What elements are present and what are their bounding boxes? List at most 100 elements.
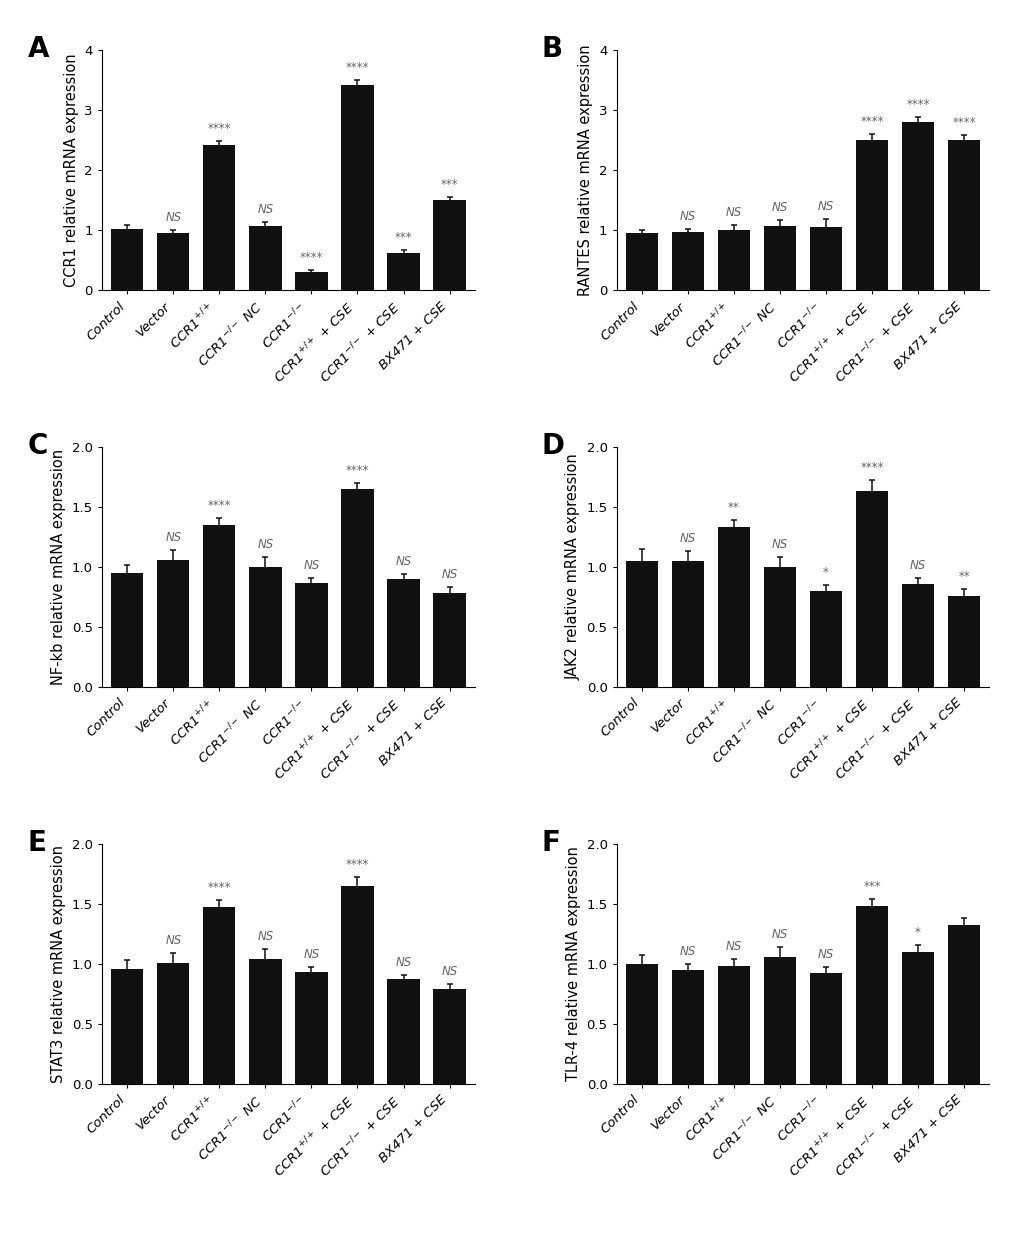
Text: NS: NS <box>817 201 834 213</box>
Bar <box>901 122 933 290</box>
Y-axis label: TLR-4 relative mRNA expression: TLR-4 relative mRNA expression <box>566 846 580 1082</box>
Text: ***: *** <box>862 880 880 893</box>
Bar <box>947 926 979 1084</box>
Bar <box>296 583 327 688</box>
Bar <box>203 907 235 1084</box>
Text: NS: NS <box>771 538 788 551</box>
Bar <box>296 972 327 1084</box>
Bar <box>111 968 144 1084</box>
Bar <box>387 979 419 1084</box>
Text: NS: NS <box>679 532 695 546</box>
Bar <box>809 227 842 290</box>
Text: ****: **** <box>345 464 369 477</box>
Text: ***: *** <box>394 231 412 244</box>
Text: NS: NS <box>165 211 181 223</box>
Y-axis label: RANTES relative mRNA expression: RANTES relative mRNA expression <box>578 45 593 295</box>
Bar <box>203 525 235 688</box>
Text: ****: **** <box>345 61 369 74</box>
Bar <box>625 963 657 1084</box>
Text: NS: NS <box>679 211 695 223</box>
Text: NS: NS <box>395 556 412 568</box>
Text: NS: NS <box>303 558 319 572</box>
Bar <box>249 567 281 688</box>
Bar <box>625 561 657 688</box>
Bar <box>296 273 327 290</box>
Text: B: B <box>541 35 562 64</box>
Text: NS: NS <box>165 531 181 545</box>
Bar <box>947 140 979 290</box>
Text: ****: **** <box>208 498 231 512</box>
Bar <box>855 491 888 688</box>
Text: NS: NS <box>257 931 273 943</box>
Text: ****: **** <box>345 858 369 871</box>
Bar <box>672 969 703 1084</box>
Bar <box>111 229 144 290</box>
Bar <box>249 226 281 290</box>
Text: *: * <box>914 926 920 938</box>
Bar <box>157 963 190 1084</box>
Bar <box>433 989 466 1084</box>
Text: **: ** <box>728 501 739 515</box>
Text: ****: **** <box>208 881 231 895</box>
Text: ***: *** <box>440 178 458 191</box>
Text: NS: NS <box>257 203 273 216</box>
Text: NS: NS <box>909 558 925 572</box>
Bar <box>157 233 190 290</box>
Y-axis label: NF-kb relative mRNA expression: NF-kb relative mRNA expression <box>51 449 66 685</box>
Text: ****: **** <box>859 115 882 128</box>
Bar <box>763 567 795 688</box>
Text: **: ** <box>957 569 969 583</box>
Bar <box>341 488 373 688</box>
Bar <box>901 952 933 1084</box>
Bar <box>341 886 373 1084</box>
Bar <box>387 253 419 290</box>
Y-axis label: CCR1 relative mRNA expression: CCR1 relative mRNA expression <box>64 54 78 287</box>
Text: E: E <box>28 829 46 857</box>
Bar <box>157 559 190 688</box>
Text: ****: **** <box>906 98 929 111</box>
Text: A: A <box>28 35 49 64</box>
Text: NS: NS <box>441 966 458 978</box>
Bar <box>809 973 842 1084</box>
Bar <box>717 966 749 1084</box>
Text: NS: NS <box>441 568 458 582</box>
Bar <box>717 231 749 290</box>
Text: ****: **** <box>300 250 323 264</box>
Bar <box>809 591 842 688</box>
Text: NS: NS <box>817 948 834 962</box>
Text: NS: NS <box>303 948 319 962</box>
Bar <box>901 584 933 688</box>
Bar <box>947 596 979 688</box>
Text: NS: NS <box>679 944 695 958</box>
Text: NS: NS <box>771 201 788 214</box>
Text: ****: **** <box>859 461 882 475</box>
Bar <box>763 226 795 290</box>
Text: NS: NS <box>165 934 181 947</box>
Text: C: C <box>28 432 48 460</box>
Y-axis label: JAK2 relative mRNA expression: JAK2 relative mRNA expression <box>566 454 580 680</box>
Bar <box>111 573 144 688</box>
Y-axis label: STAT3 relative mRNA expression: STAT3 relative mRNA expression <box>51 845 66 1083</box>
Text: NS: NS <box>726 207 741 219</box>
Bar <box>855 140 888 290</box>
Text: NS: NS <box>726 939 741 953</box>
Bar <box>387 579 419 688</box>
Bar <box>433 201 466 290</box>
Text: NS: NS <box>771 928 788 941</box>
Bar <box>203 145 235 290</box>
Text: ****: **** <box>208 122 231 136</box>
Text: ****: **** <box>952 116 975 130</box>
Bar <box>625 233 657 290</box>
Text: NS: NS <box>257 538 273 551</box>
Bar <box>717 527 749 688</box>
Text: D: D <box>541 432 565 460</box>
Text: NS: NS <box>395 956 412 968</box>
Bar <box>672 232 703 290</box>
Bar <box>249 959 281 1084</box>
Bar <box>855 906 888 1084</box>
Bar <box>763 957 795 1084</box>
Text: *: * <box>822 566 828 579</box>
Bar <box>672 561 703 688</box>
Text: F: F <box>541 829 560 857</box>
Bar <box>433 593 466 688</box>
